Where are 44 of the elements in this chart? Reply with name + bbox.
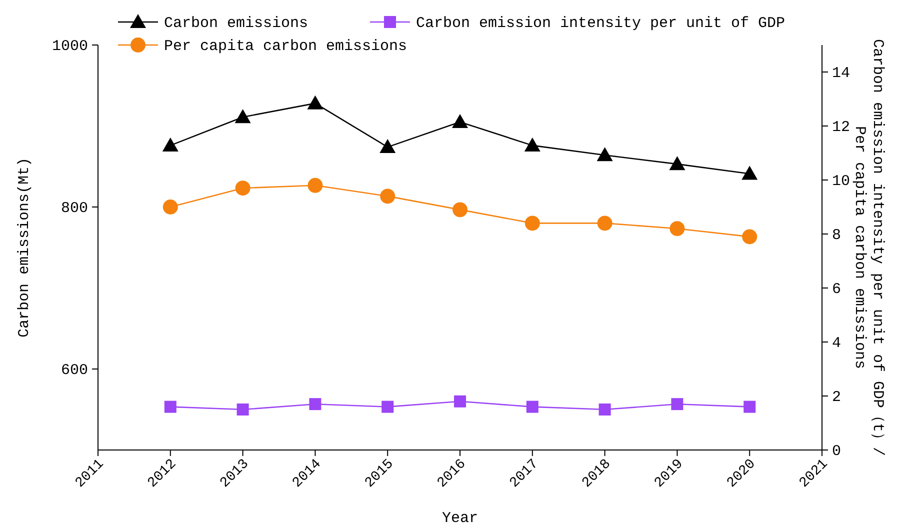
y-tick-label: 600 [60,362,88,379]
point [742,166,758,180]
point [236,404,249,416]
point [742,229,758,244]
y2-tick-label: 2 [832,389,842,406]
y2-tick-label: 4 [832,335,842,352]
legend-label: Carbon emission intensity per unit of GDP [416,15,786,32]
point [526,400,538,413]
point [162,137,178,152]
point [382,400,394,413]
point [744,400,756,413]
y-tick-label: 1000 [52,38,88,55]
point [162,200,178,214]
point [309,398,322,410]
point [597,216,612,231]
point [380,139,396,154]
point [596,147,613,162]
legend-label: Per capita carbon emissions [164,38,408,55]
point [671,398,684,410]
y2-tick-label: 8 [832,227,842,244]
y-tick-label: 800 [60,200,88,217]
y2-tick-label: 14 [832,65,850,82]
y2-tick-label: 0 [832,443,842,460]
y2-axis-title: Carbon emission intensity per unit of GDP（t）/ Per capita carbon emissions [851,38,886,456]
point [235,180,250,196]
point [524,137,540,152]
point [164,400,176,413]
point [524,216,540,231]
y-axis-title: Carbon emissions(Mt) [16,157,33,338]
point [670,221,685,236]
point [452,114,468,128]
point [669,156,686,170]
point [380,188,396,204]
y2-tick-label: 6 [832,281,842,298]
point [598,404,611,416]
point [454,395,466,408]
x-axis-title: Year [442,510,478,527]
y2-tick-label: 12 [832,119,850,136]
point [234,109,251,124]
legend-label: Carbon emissions [164,15,308,32]
y2-tick-label: 10 [832,173,850,190]
point [452,202,468,218]
point [307,95,324,110]
point [308,178,323,193]
